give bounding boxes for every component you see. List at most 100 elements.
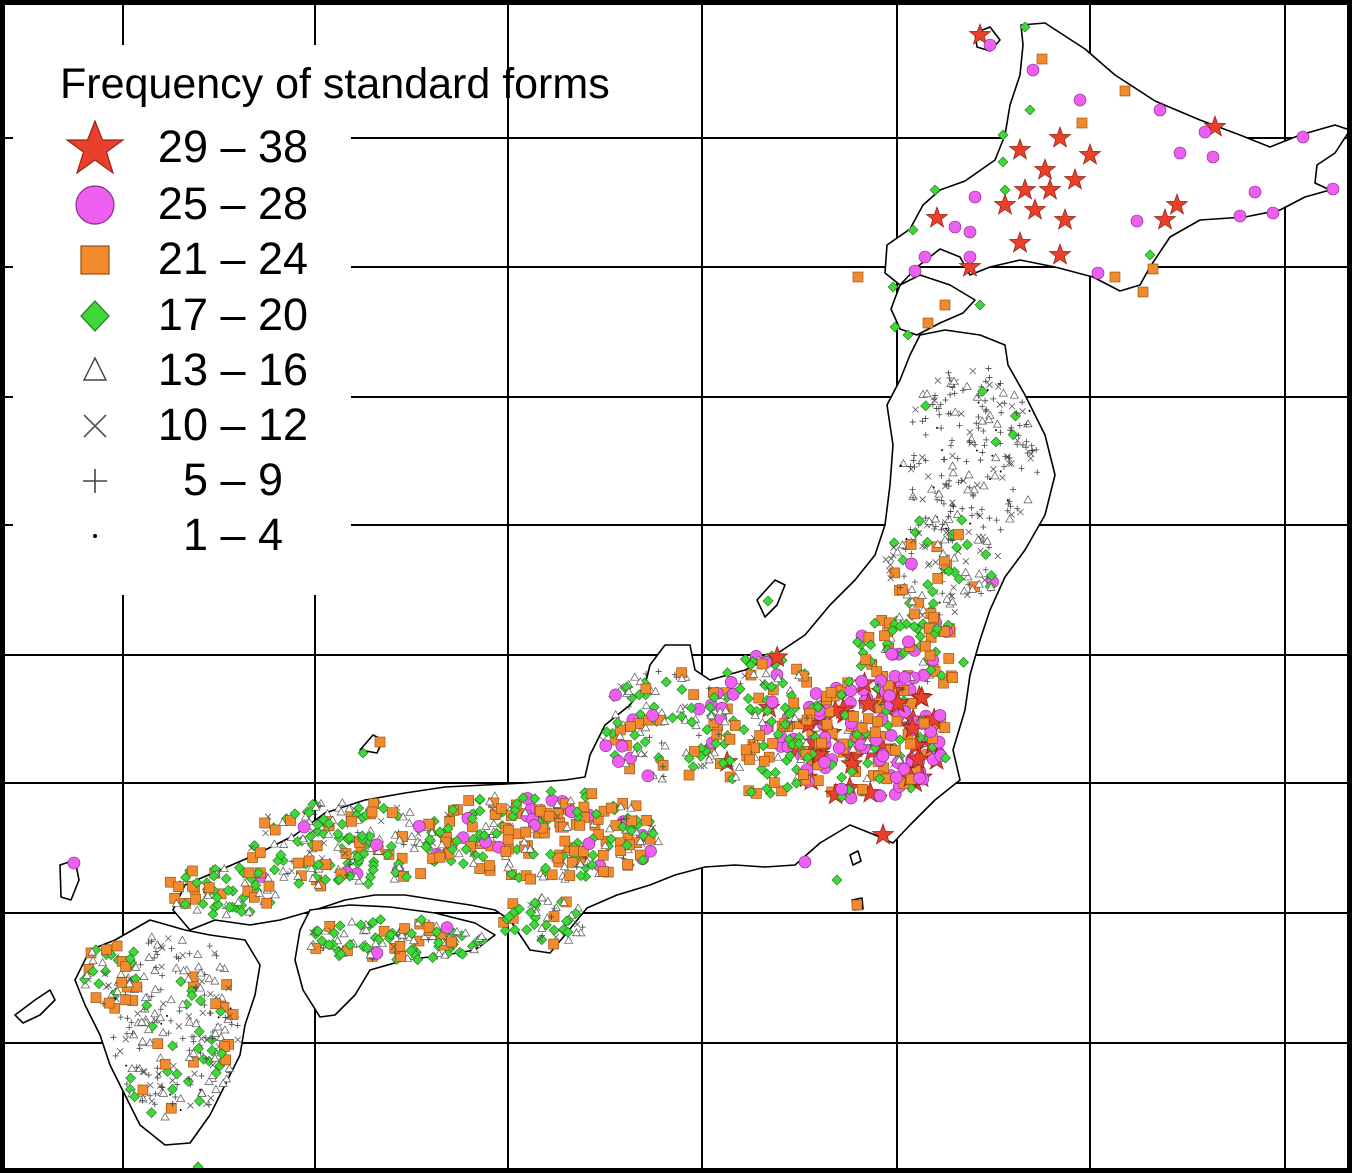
marker-triangle: [894, 755, 904, 764]
marker-square: [564, 870, 576, 881]
marker-diamond: [835, 689, 847, 701]
marker-circle: [644, 844, 657, 858]
marker-circle: [884, 729, 898, 742]
marker-plus: [154, 1074, 161, 1081]
marker-triangle: [82, 970, 92, 979]
marker-diamond: [362, 878, 374, 890]
marker-diamond: [545, 785, 557, 797]
marker-cross: [910, 537, 917, 544]
marker-diamond: [1010, 410, 1021, 422]
marker-plus: [950, 503, 957, 510]
japan-map[interactable]: [5, 5, 1352, 1173]
legend: Frequency of standard forms 29 – 38 25 –…: [13, 45, 610, 595]
marker-plus: [695, 732, 702, 739]
marker-triangle: [659, 716, 670, 725]
marker-diamond: [940, 752, 951, 764]
marker-diamond: [210, 1067, 222, 1079]
marker-triangle: [773, 673, 783, 682]
marker-plus: [168, 945, 175, 952]
marker-diamond: [124, 953, 136, 965]
marker-triangle: [564, 935, 574, 944]
marker-diamond: [686, 716, 698, 728]
marker-triangle: [279, 839, 289, 848]
marker-square: [111, 940, 123, 952]
marker-square: [909, 608, 920, 620]
marker-plus: [1013, 409, 1020, 416]
marker-plus: [997, 380, 1004, 387]
marker-triangle: [377, 938, 388, 948]
marker-diamond: [424, 834, 436, 845]
marker-square: [939, 722, 951, 733]
marker-diamond: [171, 1068, 183, 1080]
marker-triangle: [87, 947, 97, 956]
marker-circle: [297, 820, 311, 834]
marker-diamond: [953, 573, 965, 585]
marker-triangle: [176, 1093, 186, 1103]
marker-plus: [955, 479, 962, 486]
marker-triangle: [940, 535, 950, 544]
marker-triangle: [311, 802, 321, 811]
marker-dot: [166, 1014, 169, 1017]
marker-triangle: [924, 516, 934, 525]
marker-triangle: [761, 669, 771, 678]
marker-cross: [248, 844, 255, 852]
marker-triangle: [221, 1074, 232, 1083]
marker-square: [346, 816, 357, 827]
marker-diamond: [717, 757, 729, 769]
marker-plus: [1018, 465, 1025, 472]
marker-dot: [179, 1108, 182, 1111]
marker-square: [943, 653, 955, 664]
marker-diamond: [431, 926, 443, 938]
marker-triangle: [907, 596, 917, 605]
marker-triangle: [269, 839, 279, 848]
marker-cross: [915, 529, 923, 537]
marker-plus: [934, 496, 941, 503]
marker-triangle: [503, 863, 513, 872]
marker-square: [851, 899, 863, 911]
marker-square: [500, 846, 512, 857]
marker-triangle: [959, 586, 969, 595]
marker-circle: [67, 856, 81, 870]
marker-cross: [116, 1048, 124, 1055]
marker-diamond: [708, 691, 720, 703]
marker-plus: [151, 954, 158, 961]
marker-triangle: [559, 897, 569, 906]
marker-triangle: [324, 829, 334, 838]
marker-circle: [855, 675, 869, 688]
legend-row-2: 25 – 28: [13, 177, 351, 232]
marker-diamond: [305, 830, 316, 842]
marker-square: [863, 632, 875, 643]
legend-label-5-9: 5 – 9: [182, 454, 284, 505]
marker-plus: [186, 1075, 193, 1082]
marker-square: [415, 868, 426, 879]
marker-triangle: [986, 582, 996, 591]
marker-square: [821, 719, 833, 731]
marker-plus: [980, 427, 987, 434]
marker-diamond: [344, 831, 356, 843]
marker-cross: [207, 990, 214, 998]
marker-square: [825, 687, 837, 698]
marker-diamond: [999, 184, 1011, 196]
marker-diamond: [378, 802, 390, 814]
marker-cross: [169, 1077, 176, 1084]
marker-diamond: [812, 701, 824, 713]
marker-diamond: [146, 1107, 157, 1119]
marker-diamond: [529, 793, 541, 805]
marker-triangle: [519, 837, 529, 846]
marker-diamond: [791, 777, 802, 789]
marker-diamond: [208, 870, 220, 882]
marker-diamond: [958, 656, 969, 668]
marker-plus: [1010, 486, 1017, 493]
marker-diamond: [548, 924, 560, 936]
marker-star: [1165, 192, 1189, 215]
marker-square: [852, 271, 864, 283]
marker-plus: [176, 1008, 183, 1015]
marker-cross: [641, 751, 648, 758]
marker-triangle: [934, 489, 944, 498]
marker-triangle: [790, 713, 800, 722]
marker-diamond: [212, 899, 224, 911]
marker-triangle: [215, 962, 225, 971]
marker-plus: [978, 590, 985, 597]
marker-cross: [999, 474, 1006, 481]
